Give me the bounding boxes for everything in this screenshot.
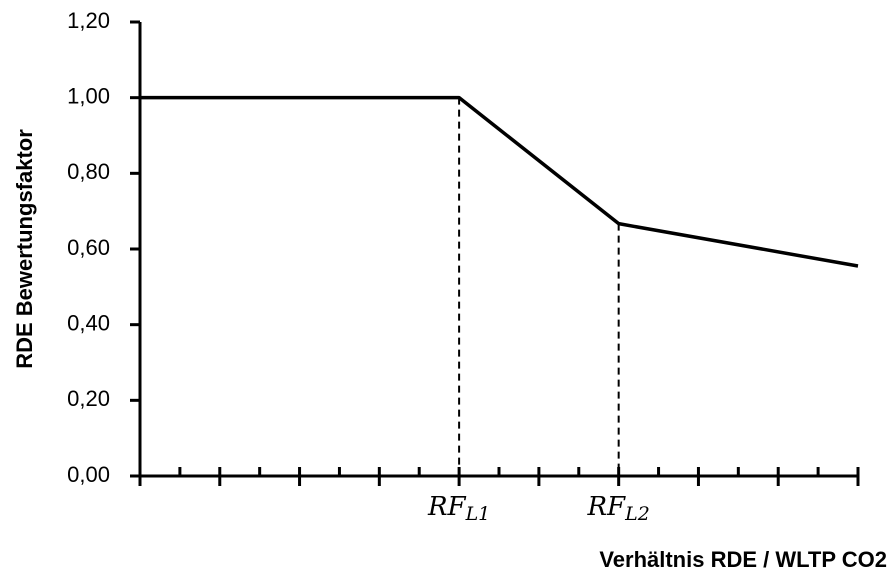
- annotation: RFL1: [427, 492, 490, 525]
- data-line: [140, 95, 859, 268]
- y-tick-label: 0,00: [67, 462, 110, 487]
- y-tick-label: 1,00: [67, 83, 110, 108]
- y-tick-label: 0,20: [67, 386, 110, 411]
- y-tick-label: 0,80: [67, 159, 110, 184]
- annotation: RFL2: [586, 492, 649, 525]
- x-axis-label: Verhältnis RDE / WLTP CO2: [599, 547, 887, 572]
- y-axis-label: RDE Bewertungsfaktor: [12, 129, 37, 369]
- annotation-sub: L1: [465, 503, 491, 525]
- y-tick-label: 0,40: [67, 310, 110, 335]
- annotation-text: RF: [586, 492, 626, 522]
- annotation-text: RF: [427, 492, 467, 522]
- annotation-sub: L2: [624, 503, 650, 525]
- y-tick-label: 1,20: [67, 8, 110, 33]
- y-tick-label: 0,60: [67, 235, 110, 260]
